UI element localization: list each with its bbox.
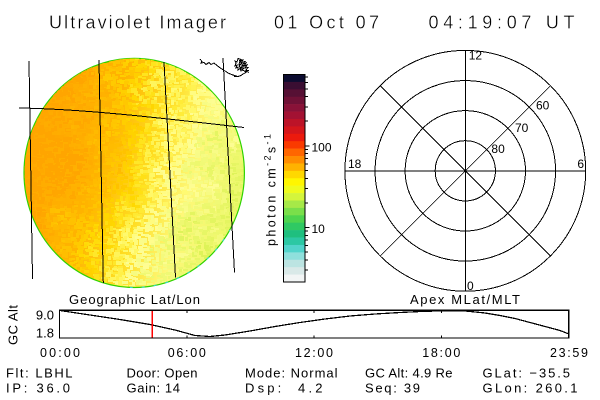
svg-text:0: 0: [467, 279, 474, 293]
svg-text:12: 12: [469, 48, 483, 62]
svg-text:Ultraviolet Imager: Ultraviolet Imager: [49, 12, 226, 32]
svg-text:01 Oct 07: 01 Oct 07: [274, 12, 379, 32]
svg-text:9.0: 9.0: [36, 308, 54, 323]
svg-text:04:19:07 UT: 04:19:07 UT: [429, 12, 575, 32]
svg-text:100: 100: [312, 141, 332, 155]
svg-text:Mode: Normal: Mode: Normal: [245, 366, 338, 381]
svg-text:IP: 36.0: IP: 36.0: [6, 381, 70, 396]
svg-text:60: 60: [536, 98, 550, 112]
svg-text:Geographic Lat/Lon: Geographic Lat/Lon: [69, 292, 200, 307]
svg-text:GC Alt: 4.9 Re: GC Alt: 4.9 Re: [365, 366, 453, 381]
svg-text:GC Alt: GC Alt: [6, 305, 21, 345]
svg-text:Gain: 14: Gain: 14: [127, 381, 181, 396]
svg-text:12:00: 12:00: [295, 346, 333, 360]
svg-text:GLon: 260.1: GLon: 260.1: [483, 381, 578, 396]
svg-text:80: 80: [491, 142, 505, 156]
svg-text:photon cm-2s-1: photon cm-2s-1: [263, 134, 279, 246]
svg-text:GLat: −35.5: GLat: −35.5: [483, 366, 571, 381]
svg-text:6: 6: [577, 157, 584, 171]
svg-text:1.8: 1.8: [36, 326, 54, 341]
svg-text:23:59: 23:59: [550, 346, 588, 360]
svg-text:Door: Open: Door: Open: [127, 366, 198, 381]
svg-text:Flt: LBHL: Flt: LBHL: [6, 366, 73, 381]
svg-text:Apex MLat/MLT: Apex MLat/MLT: [410, 292, 520, 307]
svg-text:00:00: 00:00: [40, 346, 80, 360]
svg-text:Seq: 39: Seq: 39: [365, 381, 420, 396]
svg-text:18:00: 18:00: [422, 346, 460, 360]
svg-text:06:00: 06:00: [168, 346, 206, 360]
svg-text:18: 18: [348, 157, 362, 171]
svg-text:Dsp: 4.2: Dsp: 4.2: [245, 381, 323, 396]
svg-text:10: 10: [312, 222, 326, 236]
svg-text:70: 70: [515, 121, 529, 135]
